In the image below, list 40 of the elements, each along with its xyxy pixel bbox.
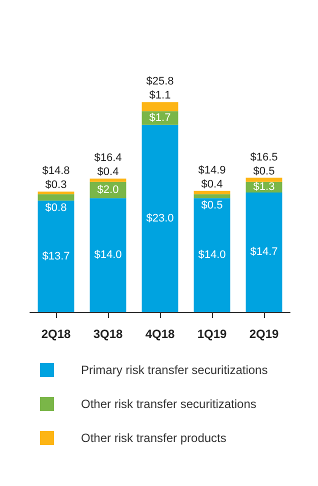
data-label: $14.0 <box>94 249 122 262</box>
total-label: $16.5 <box>250 151 278 164</box>
bar <box>90 198 126 312</box>
data-label: $1.3 <box>253 181 275 194</box>
total-label: $25.8 <box>146 76 174 88</box>
legend-label: Other risk transfer securitizations <box>81 397 256 411</box>
x-tick-label: 1Q19 <box>197 327 227 341</box>
bar <box>142 102 178 112</box>
data-label: $1.1 <box>149 90 171 102</box>
data-label: $0.4 <box>97 166 119 178</box>
legend-label: Other risk transfer products <box>81 431 226 445</box>
bar <box>38 194 74 201</box>
bar <box>38 192 74 194</box>
data-label: $14.7 <box>250 246 278 258</box>
total-label: $16.4 <box>94 152 122 164</box>
data-label: $23.0 <box>146 212 174 224</box>
bar <box>246 192 282 312</box>
data-label: $0.5 <box>201 200 223 212</box>
x-tick-label: 2Q18 <box>41 327 71 341</box>
data-label: $0.4 <box>201 178 223 190</box>
total-label: $14.8 <box>42 165 70 178</box>
bar <box>90 178 126 182</box>
x-tick-label: 3Q18 <box>93 327 123 341</box>
bar <box>194 198 230 312</box>
data-label: $13.7 <box>42 250 70 262</box>
bar <box>38 200 74 312</box>
data-label: $0.8 <box>45 202 67 214</box>
x-tick-label: 2Q19 <box>249 327 279 341</box>
legend-label: Primary risk transfer securitizations <box>81 363 268 377</box>
bar <box>246 178 282 182</box>
data-label: $0.3 <box>45 179 67 192</box>
data-label: $1.7 <box>149 112 171 124</box>
x-tick-label: 4Q18 <box>145 327 175 341</box>
data-label: $14.0 <box>198 249 226 262</box>
bar <box>142 124 178 312</box>
data-label: $2.0 <box>97 184 119 196</box>
data-label: $0.5 <box>253 165 275 178</box>
total-label: $14.9 <box>198 164 226 176</box>
bar <box>194 190 230 194</box>
bar <box>194 194 230 198</box>
